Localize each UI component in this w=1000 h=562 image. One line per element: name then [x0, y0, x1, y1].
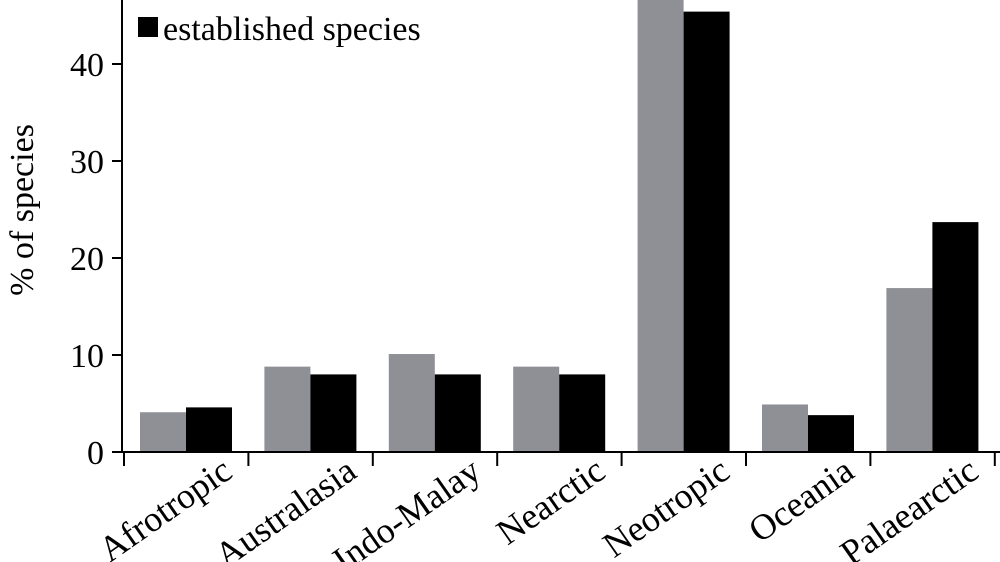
legend: established species [138, 11, 421, 48]
x-tick-label-palaearctic: Palaearctic [833, 450, 985, 562]
bar-oceania-series-1 [808, 415, 854, 452]
y-tick-label: 20 [70, 241, 104, 278]
bar-afrotropic-series-0 [140, 412, 186, 452]
legend-swatch-established [138, 17, 158, 37]
bar-australasia-series-1 [310, 374, 357, 452]
bar-nearctic-series-0 [513, 366, 560, 452]
x-tick-label-nearctic: Nearctic [489, 450, 612, 553]
y-tick-label: 30 [70, 144, 104, 181]
y-axis-label: % of species [4, 124, 41, 296]
legend-label-established: established species [163, 11, 421, 48]
bars [140, 0, 979, 453]
bar-indo-malay-series-1 [434, 374, 481, 452]
y-tick-label: 0 [87, 435, 104, 472]
y-tick-label: 40 [70, 47, 104, 84]
bar-afrotropic-series-1 [186, 407, 232, 452]
bar-nearctic-series-1 [559, 374, 606, 452]
y-tick-label: 10 [70, 338, 104, 375]
bar-palaearctic-series-0 [886, 288, 933, 452]
bar-neotropic-series-0 [637, 0, 684, 453]
bar-neotropic-series-1 [683, 11, 730, 453]
y-ticks: 0 10 20 30 40 [70, 47, 122, 472]
bar-indo-malay-series-0 [388, 354, 435, 452]
bar-palaearctic-series-1 [932, 222, 979, 452]
bar-oceania-series-0 [762, 404, 808, 452]
x-tick-label-neotropic: Neotropic [596, 450, 737, 562]
bar-australasia-series-0 [264, 366, 311, 452]
